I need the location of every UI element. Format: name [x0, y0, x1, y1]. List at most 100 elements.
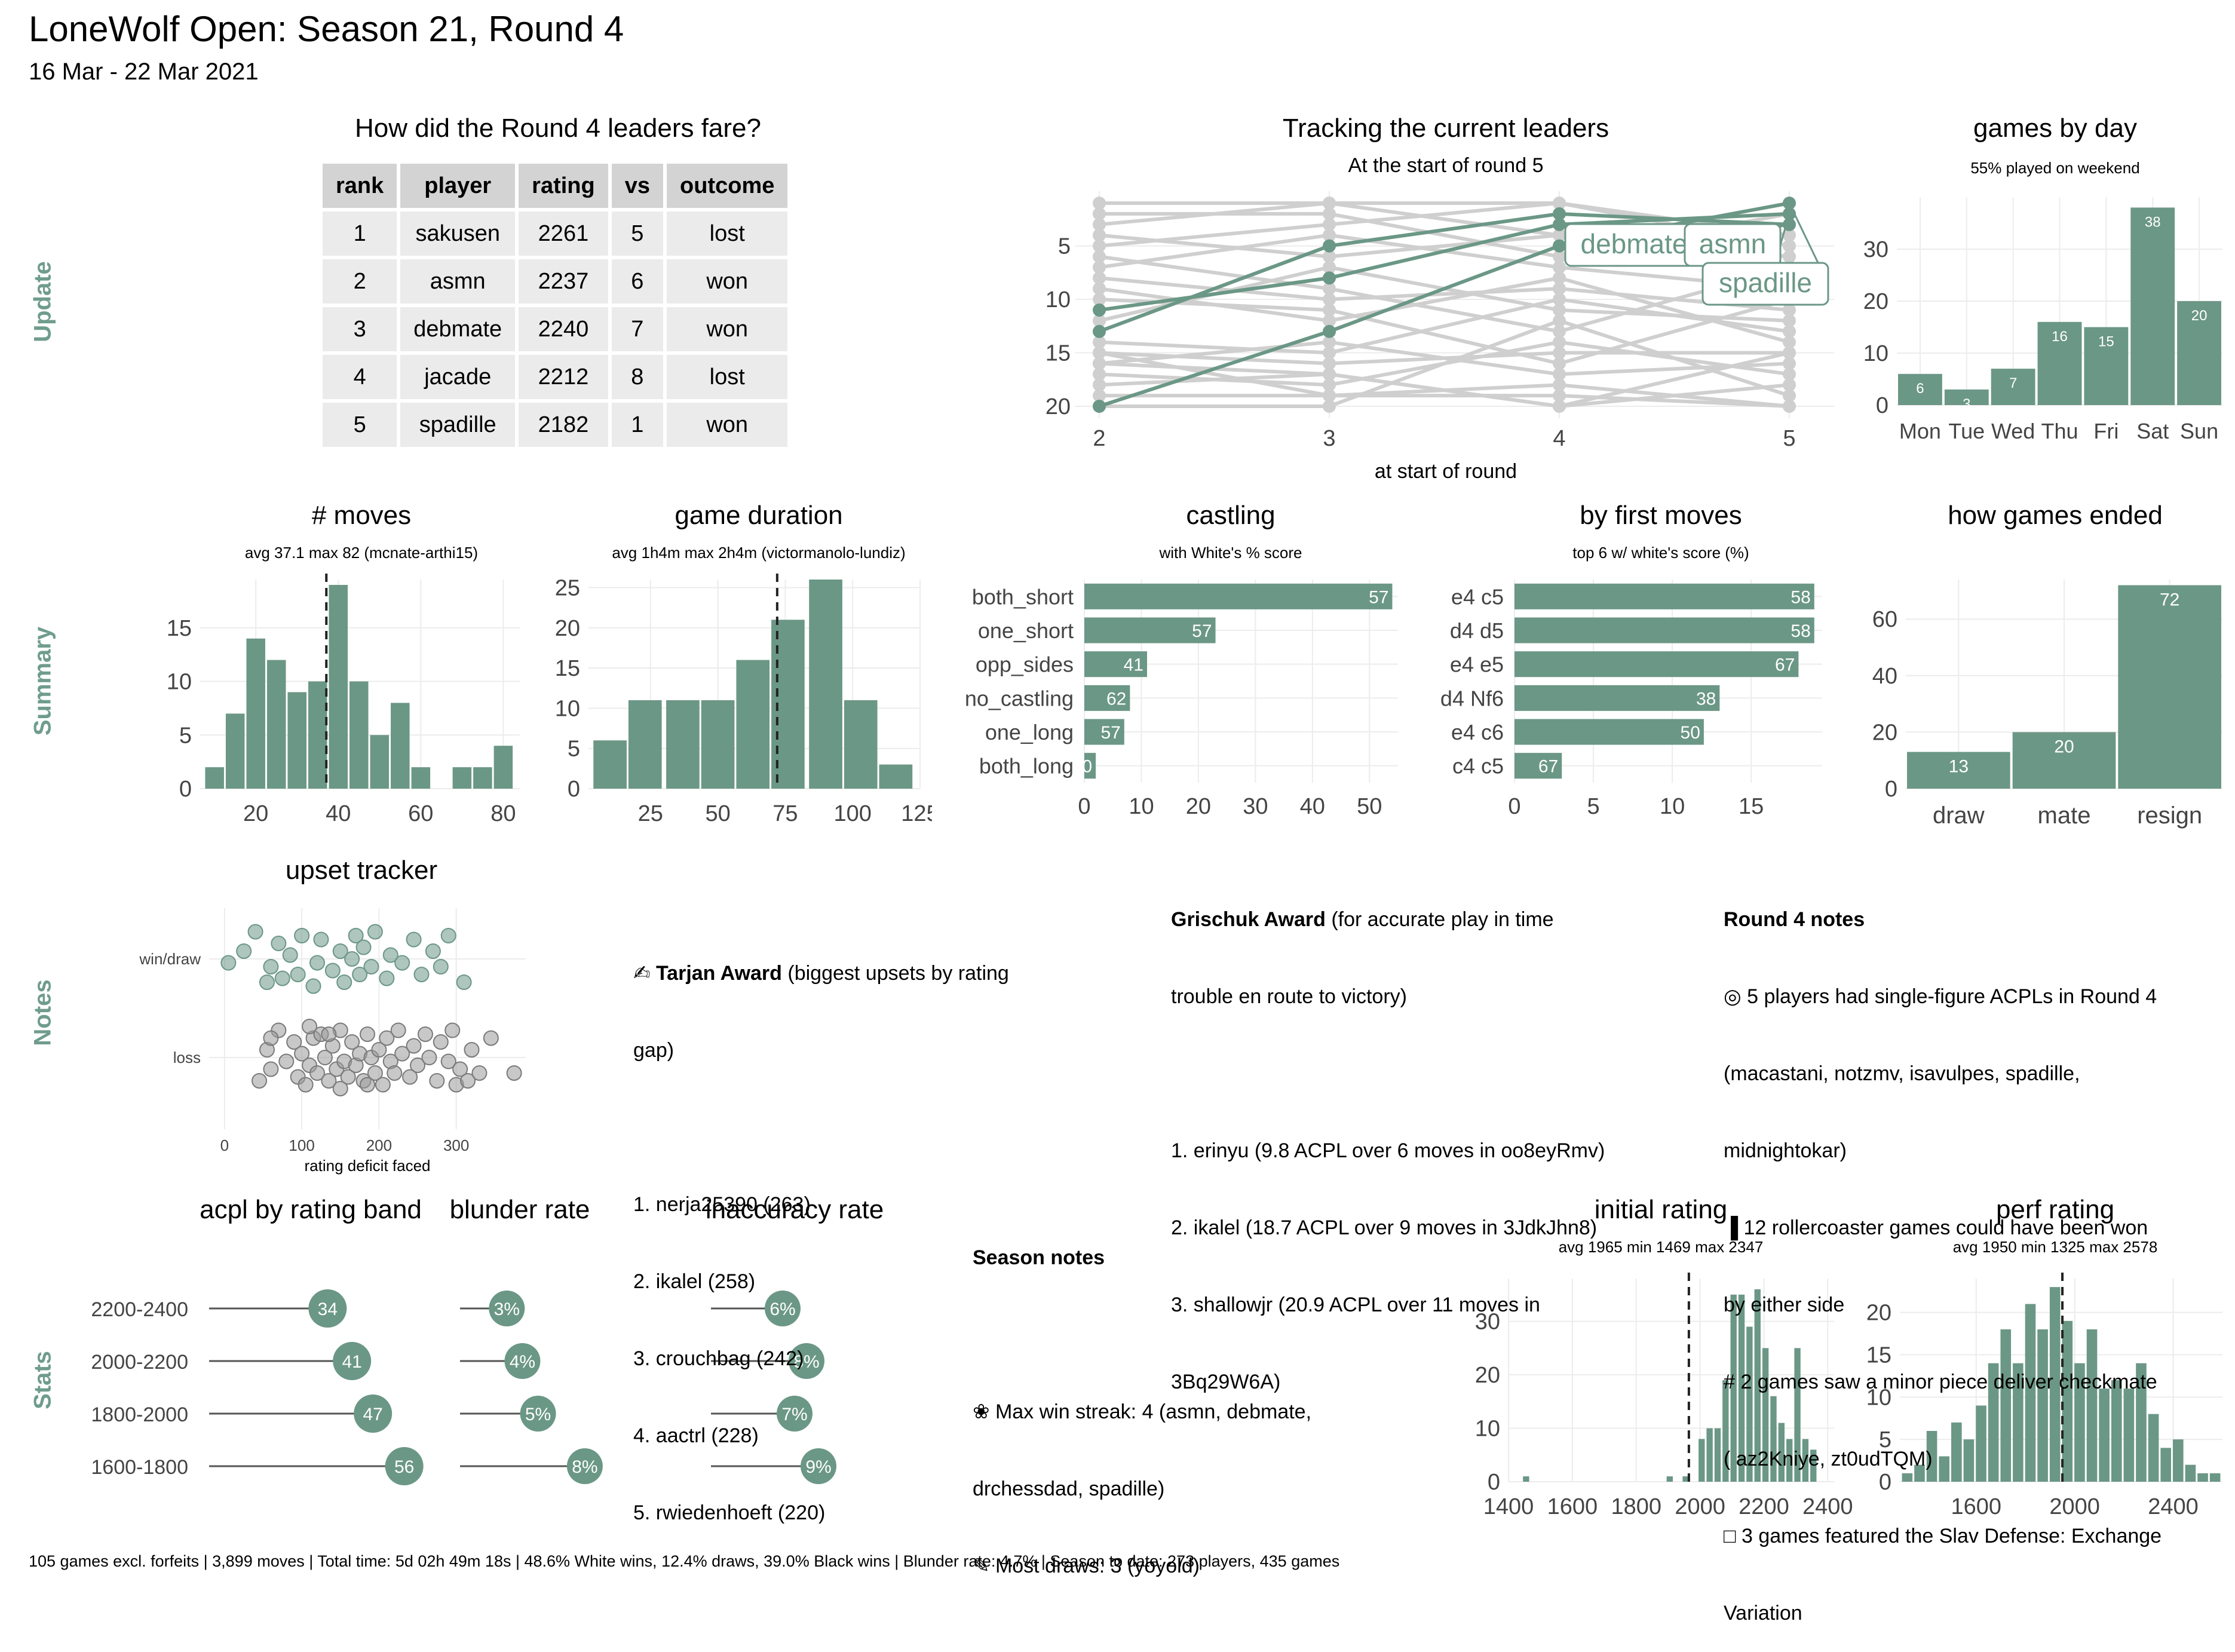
list-item: # 2 games saw a minor piece deliver chec… [1724, 1371, 2157, 1393]
point [286, 1034, 302, 1050]
y-tick-label: 20 [1475, 1363, 1500, 1388]
table-row: 5 spadille 2182 1 won [323, 403, 788, 447]
table-header-cell: rating [519, 164, 608, 208]
y-tick-label: 1600-1800 [91, 1456, 188, 1479]
y-tick-label: 25 [555, 575, 580, 600]
point [1093, 250, 1106, 263]
pencil-icon: ✎ [973, 1555, 995, 1577]
bar [2037, 1329, 2048, 1482]
point [417, 1026, 433, 1042]
point [413, 967, 430, 982]
bar [666, 700, 700, 789]
bar [1738, 1294, 1745, 1482]
data-label: 38 [2145, 214, 2161, 230]
bar [411, 767, 431, 789]
point [1553, 260, 1566, 274]
x-tick-label: 40 [1300, 794, 1325, 819]
point [394, 955, 410, 971]
games-by-day-title: games by day [1973, 114, 2137, 143]
row-label-stats: Stats [29, 1351, 56, 1409]
table-cell: 2 [323, 259, 397, 304]
point [1093, 346, 1106, 360]
y-tick-label: 0 [1879, 1470, 1891, 1495]
grischuk-heading: Grischuk Award [1171, 908, 1326, 931]
point [309, 955, 325, 971]
point [402, 1069, 418, 1085]
upset-title: upset tracker [285, 856, 438, 885]
bar [1514, 719, 1704, 745]
point [440, 928, 456, 943]
x-tick-label: 75 [772, 801, 798, 826]
lollipop-head [489, 1291, 525, 1326]
bar [1939, 1456, 1950, 1482]
point [1093, 197, 1106, 210]
point [1323, 378, 1336, 392]
point [1093, 378, 1106, 392]
list-item: drchessdad, spadille) [973, 1478, 1165, 1500]
table-row: 2 asmn 2237 6 won [323, 259, 788, 304]
point [367, 924, 383, 940]
bar [1991, 369, 2035, 405]
point [1093, 367, 1106, 381]
bar [2084, 327, 2129, 405]
inaccuracy-title: inaccuracy rate [705, 1195, 884, 1224]
bar [879, 764, 913, 789]
bar [246, 638, 265, 789]
point [1553, 197, 1566, 210]
tarjan-award: ✍︎ Tarjan Award (biggest upsets by ratin… [633, 909, 1009, 1552]
point [1093, 228, 1106, 242]
series-line [1099, 340, 1790, 376]
bar [1682, 1476, 1689, 1482]
y-tick-label: win/draw [139, 950, 201, 968]
point [1323, 367, 1336, 381]
data-label: 8% [572, 1457, 597, 1477]
point [1093, 260, 1106, 274]
table-cell: 2212 [519, 355, 608, 399]
point [460, 1073, 476, 1089]
point [321, 1026, 337, 1042]
point [259, 974, 275, 990]
point [1323, 389, 1336, 403]
list-item: 1. nerja25390 (263) [633, 1193, 811, 1216]
bar [844, 700, 878, 789]
y-tick-label: one_short [978, 618, 1074, 643]
y-tick-label: 5 [1879, 1427, 1891, 1452]
bar [1754, 1289, 1761, 1482]
point [352, 967, 368, 982]
data-label: 57 [1369, 587, 1388, 607]
y-tick-label: 10 [1863, 341, 1888, 366]
point [1323, 335, 1336, 349]
x-tick-label: 2200 [1739, 1494, 1789, 1519]
list-item: 3. shallowjr (20.9 ACPL over 11 moves in [1171, 1294, 1540, 1316]
point [394, 1046, 410, 1062]
data-label: 56 [394, 1457, 414, 1477]
data-label: 67 [1775, 655, 1795, 675]
bar [1084, 685, 1130, 711]
point [1323, 400, 1336, 413]
point [1093, 207, 1106, 220]
lollipop-head [354, 1394, 393, 1433]
point [363, 959, 379, 974]
bar [1730, 1294, 1737, 1482]
point [263, 1061, 279, 1077]
table-cell: sakusen [400, 212, 516, 256]
y-tick-label: d4 d5 [1450, 618, 1504, 643]
list-item: Max win streak: 4 (asmn, debmate, [995, 1400, 1312, 1423]
acpl-title: acpl by rating band [200, 1195, 422, 1224]
point [1553, 303, 1566, 317]
lollipop-head [308, 1289, 347, 1328]
table-cell: 3 [323, 307, 397, 351]
bar [1514, 651, 1799, 678]
series-line [1099, 298, 1790, 355]
series-line [1099, 298, 1790, 366]
table-cell: 2240 [519, 307, 608, 351]
bar [1770, 1396, 1777, 1482]
table-cell: 2261 [519, 212, 608, 256]
bar [2209, 1473, 2221, 1482]
point [1093, 357, 1106, 370]
initial-rating-subtitle: avg 1965 min 1469 max 2347 [1558, 1238, 1764, 1256]
bar [225, 713, 245, 789]
moves-histogram: 0 5 10 15 20 40 60 80 [167, 574, 520, 826]
point [379, 970, 395, 986]
acpl-lollipop: 2200-2400 34 2000-2200 41 1800-2000 47 1600-18… [91, 1289, 424, 1485]
